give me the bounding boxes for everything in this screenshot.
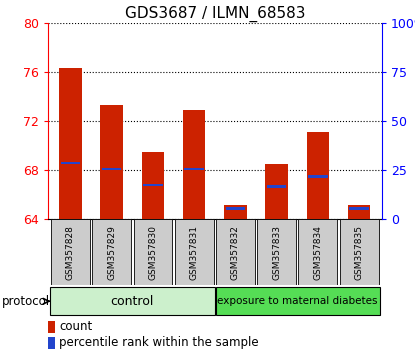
Text: GSM357829: GSM357829: [107, 225, 116, 280]
Bar: [265, 164, 288, 219]
Bar: [308, 175, 327, 178]
Text: GSM357835: GSM357835: [354, 225, 364, 280]
Bar: [48, 337, 55, 349]
Bar: [349, 207, 369, 210]
Text: GSM357831: GSM357831: [190, 225, 199, 280]
FancyBboxPatch shape: [257, 219, 296, 285]
Text: GSM357832: GSM357832: [231, 225, 240, 280]
Bar: [224, 205, 247, 219]
FancyBboxPatch shape: [134, 219, 172, 285]
Bar: [143, 184, 163, 187]
Bar: [307, 132, 329, 219]
Bar: [267, 185, 286, 188]
Bar: [61, 162, 80, 164]
FancyBboxPatch shape: [216, 219, 255, 285]
FancyBboxPatch shape: [51, 219, 90, 285]
Bar: [185, 168, 204, 171]
Text: GSM357830: GSM357830: [149, 225, 157, 280]
FancyBboxPatch shape: [92, 219, 131, 285]
FancyBboxPatch shape: [215, 287, 380, 315]
Text: GSM357828: GSM357828: [66, 225, 75, 280]
Bar: [102, 168, 121, 171]
FancyBboxPatch shape: [298, 219, 337, 285]
Text: GSM357834: GSM357834: [313, 225, 322, 280]
Text: GSM357833: GSM357833: [272, 225, 281, 280]
Bar: [183, 110, 205, 219]
Text: count: count: [59, 320, 93, 333]
Bar: [59, 68, 82, 219]
FancyBboxPatch shape: [50, 287, 215, 315]
Text: protocol: protocol: [2, 295, 50, 308]
Bar: [142, 152, 164, 219]
Bar: [348, 205, 371, 219]
Title: GDS3687 / ILMN_68583: GDS3687 / ILMN_68583: [124, 5, 305, 22]
Text: exposure to maternal diabetes: exposure to maternal diabetes: [217, 296, 378, 306]
Text: percentile rank within the sample: percentile rank within the sample: [59, 336, 259, 349]
Bar: [226, 207, 245, 210]
FancyBboxPatch shape: [340, 219, 378, 285]
Text: control: control: [110, 295, 154, 308]
Bar: [100, 105, 123, 219]
FancyBboxPatch shape: [175, 219, 214, 285]
Bar: [48, 321, 55, 333]
